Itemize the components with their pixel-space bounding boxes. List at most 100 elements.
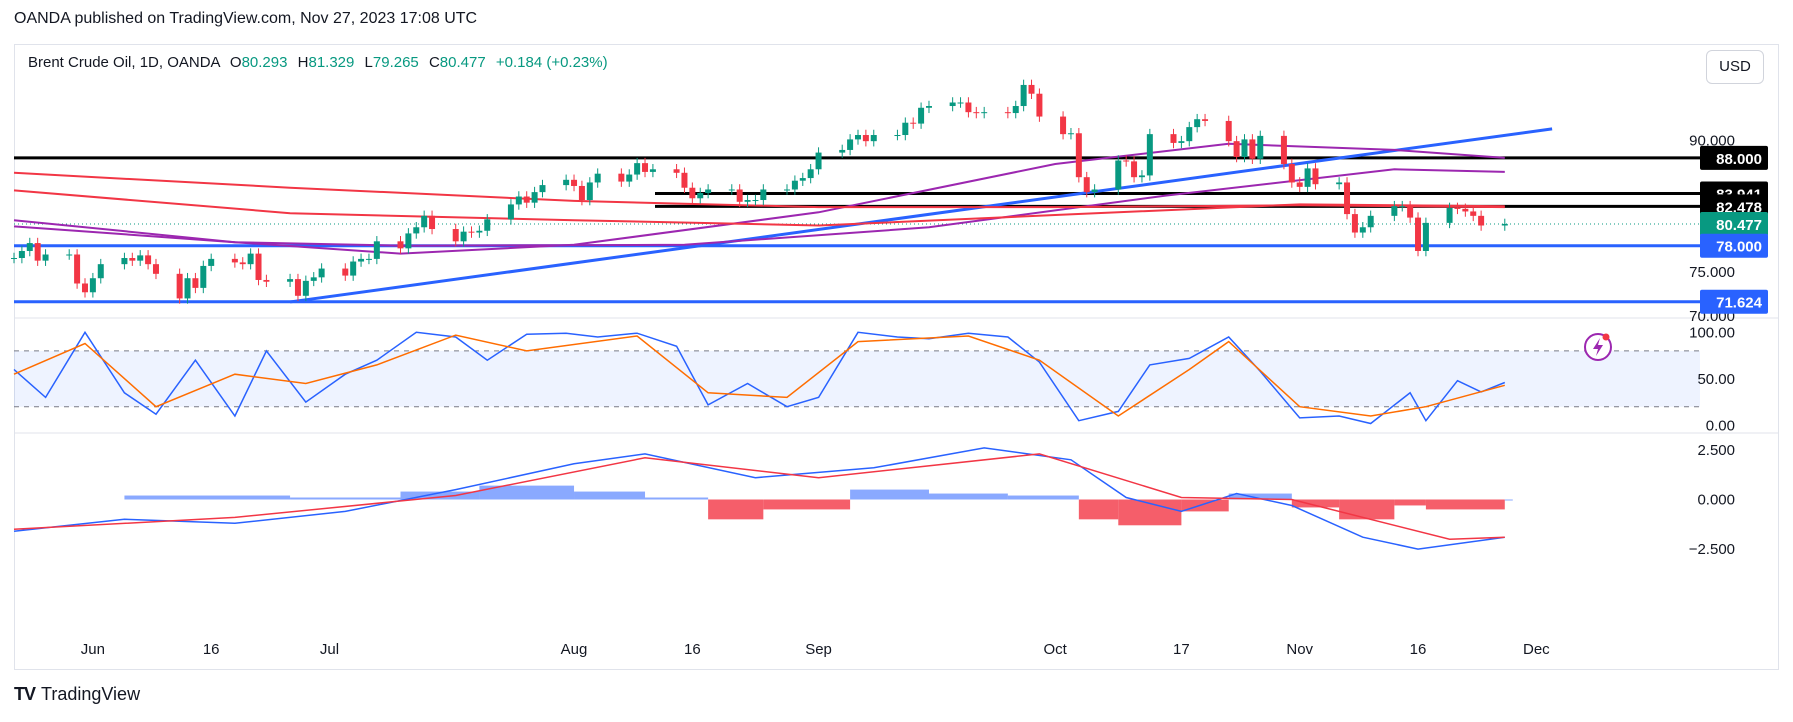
- close-value: 80.477: [439, 54, 486, 71]
- macd-series-Signal: [13, 453, 1505, 540]
- macd-histogram-bar: [400, 491, 480, 500]
- candle-body: [1060, 116, 1067, 135]
- candle-body: [405, 233, 412, 249]
- candle-body: [523, 196, 530, 203]
- candle-body: [1123, 160, 1130, 162]
- symbol-name: Brent Crude Oil, 1D, OANDA: [28, 54, 220, 71]
- publish-info: OANDA published on TradingView.com, Nov …: [14, 10, 478, 27]
- moving-average-MA-200: [13, 171, 1505, 209]
- candle-body: [807, 169, 814, 179]
- candle-body: [626, 174, 633, 182]
- candle-body: [255, 253, 262, 280]
- candle-body: [421, 215, 428, 228]
- candle-body: [642, 163, 649, 172]
- candle-body: [1280, 135, 1287, 165]
- rsi-series-D: [13, 334, 1505, 417]
- candle-body: [1020, 84, 1027, 107]
- candle-body: [925, 106, 932, 108]
- candle-body: [918, 107, 925, 124]
- candle-body: [263, 279, 270, 282]
- candle-body: [373, 241, 380, 259]
- candle-body: [1288, 164, 1295, 183]
- candle-body: [145, 255, 152, 265]
- candle-body: [1249, 139, 1256, 159]
- candle-body: [563, 179, 570, 186]
- candle-body: [1344, 182, 1351, 215]
- x-tick-label: Jul: [320, 641, 339, 658]
- candle-body: [539, 185, 546, 193]
- candle-body: [452, 229, 459, 242]
- candle-body: [310, 277, 317, 281]
- candle-body: [239, 262, 246, 265]
- macd-histogram-bar: [645, 497, 709, 500]
- candle-body: [358, 258, 365, 262]
- candle-body: [507, 204, 514, 220]
- currency-button[interactable]: USD: [1706, 50, 1764, 84]
- candle-body: [1004, 112, 1011, 114]
- candle-body: [18, 250, 25, 259]
- price-tag-box: [1700, 145, 1768, 170]
- candle-body: [318, 268, 325, 278]
- candle-body: [1462, 208, 1469, 212]
- candle-body: [744, 200, 751, 202]
- candle-body: [854, 135, 861, 140]
- close-label: C: [428, 54, 440, 71]
- candle-body: [42, 254, 49, 261]
- candle-body: [1367, 215, 1374, 228]
- tradingview-logo[interactable]: TV TradingView: [14, 684, 140, 705]
- candle-body: [247, 253, 254, 265]
- candle-body: [618, 173, 625, 182]
- candle-body: [1454, 207, 1461, 209]
- candle-body: [89, 278, 96, 293]
- open-label: O: [229, 54, 242, 71]
- candle-body: [350, 261, 357, 276]
- candle-body: [1399, 206, 1406, 208]
- candle-body: [1083, 177, 1090, 193]
- y-tick-label: 75.000: [1689, 264, 1735, 281]
- alert-icon[interactable]: [1584, 333, 1612, 361]
- candle-body: [1225, 120, 1232, 142]
- candle-body: [594, 173, 601, 183]
- x-tick-label: Dec: [1523, 641, 1550, 658]
- candle-body: [1415, 217, 1422, 251]
- candle-body: [1359, 227, 1366, 233]
- candle-body: [1138, 175, 1145, 178]
- macd-histogram-bar: [708, 499, 764, 520]
- candle-body: [1194, 119, 1201, 128]
- symbol-legend: Brent Crude Oil, 1D, OANDA O80.293 H81.3…: [28, 54, 608, 71]
- candle-body: [1304, 168, 1311, 187]
- candle-body: [287, 279, 294, 282]
- candle-body: [1391, 206, 1398, 216]
- macd-histogram-bar: [763, 499, 851, 510]
- macd-series-MACD: [13, 447, 1505, 550]
- candle-body: [760, 189, 767, 201]
- candle-body: [66, 254, 73, 256]
- grid: [14, 317, 1779, 434]
- macd-histogram-bar: [1078, 499, 1119, 520]
- moving-average-MA-150: [13, 189, 1505, 227]
- candle-body: [1178, 141, 1185, 143]
- candle-body: [571, 179, 578, 186]
- candle-body: [1233, 141, 1240, 157]
- moving-averages: [13, 142, 1505, 255]
- macd-histogram-bar: [1181, 499, 1229, 512]
- candle-body: [1028, 84, 1035, 94]
- candle-body: [1446, 207, 1453, 223]
- candle-body: [413, 227, 420, 234]
- candle-body: [949, 102, 956, 107]
- price-tag-box: [1700, 211, 1768, 236]
- x-tick-label: Oct: [1044, 641, 1068, 658]
- candle-body: [1351, 214, 1358, 233]
- candle-body: [586, 182, 593, 201]
- candle-body: [1407, 206, 1414, 218]
- candle-body: [578, 185, 585, 201]
- candle-body: [152, 264, 159, 274]
- candle-body: [681, 172, 688, 188]
- chart-frame: [14, 44, 1779, 670]
- candle-body: [1241, 139, 1248, 157]
- macd-histogram-bar: [1425, 499, 1505, 510]
- low-label: L: [364, 54, 373, 71]
- candle-body: [121, 258, 128, 265]
- candle-body: [1067, 133, 1074, 135]
